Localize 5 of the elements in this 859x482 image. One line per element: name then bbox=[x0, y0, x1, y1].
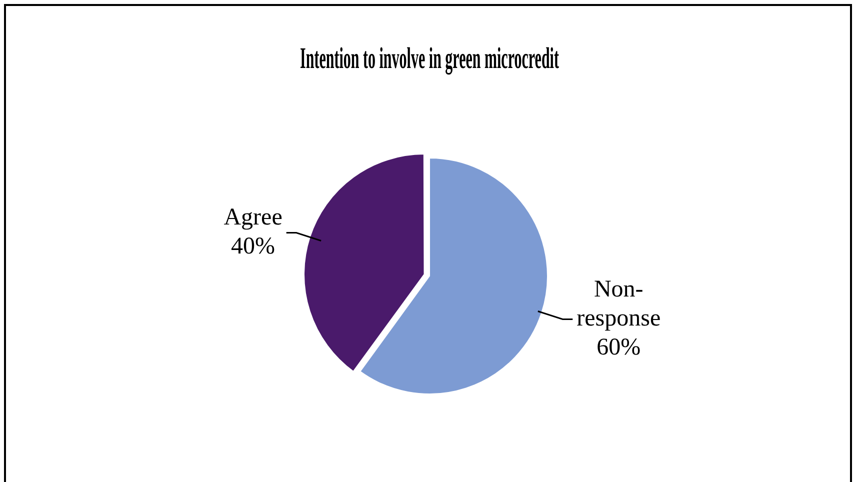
slice-label: Non-response bbox=[576, 276, 661, 332]
data-label: 60% bbox=[596, 334, 641, 361]
data-label: 40% bbox=[231, 234, 276, 260]
slice-label: Agree bbox=[224, 204, 282, 231]
chart-title: Intention to involve in green microcredit bbox=[300, 42, 560, 76]
